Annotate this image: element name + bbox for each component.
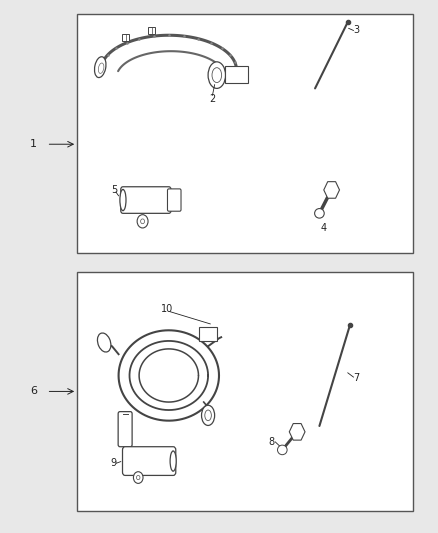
FancyBboxPatch shape	[199, 327, 217, 341]
FancyBboxPatch shape	[123, 447, 176, 475]
Ellipse shape	[120, 189, 126, 211]
Text: 6: 6	[30, 386, 37, 397]
Bar	[77, 272, 413, 511]
FancyBboxPatch shape	[118, 411, 132, 447]
Ellipse shape	[97, 333, 111, 352]
Ellipse shape	[137, 215, 148, 228]
Text: 7: 7	[353, 373, 360, 383]
Ellipse shape	[170, 451, 176, 471]
Ellipse shape	[278, 445, 287, 455]
Text: 10: 10	[160, 304, 173, 314]
Text: 9: 9	[110, 458, 117, 468]
FancyBboxPatch shape	[167, 189, 181, 211]
Ellipse shape	[314, 208, 324, 218]
Ellipse shape	[212, 68, 222, 83]
Text: 5: 5	[111, 185, 117, 196]
Text: 2: 2	[209, 94, 215, 104]
Ellipse shape	[205, 410, 212, 421]
Text: 8: 8	[268, 437, 275, 447]
Text: 1: 1	[30, 139, 37, 149]
Bar	[77, 14, 413, 253]
Ellipse shape	[99, 63, 104, 74]
Text: 3: 3	[353, 25, 360, 35]
FancyBboxPatch shape	[225, 66, 248, 83]
Ellipse shape	[208, 62, 226, 88]
Ellipse shape	[141, 219, 145, 224]
Ellipse shape	[134, 472, 143, 483]
Bar	[122, 34, 129, 41]
Ellipse shape	[201, 405, 215, 425]
Text: 4: 4	[321, 223, 327, 233]
Bar	[148, 27, 155, 34]
Ellipse shape	[95, 56, 106, 78]
Ellipse shape	[137, 475, 140, 480]
FancyBboxPatch shape	[121, 187, 171, 213]
